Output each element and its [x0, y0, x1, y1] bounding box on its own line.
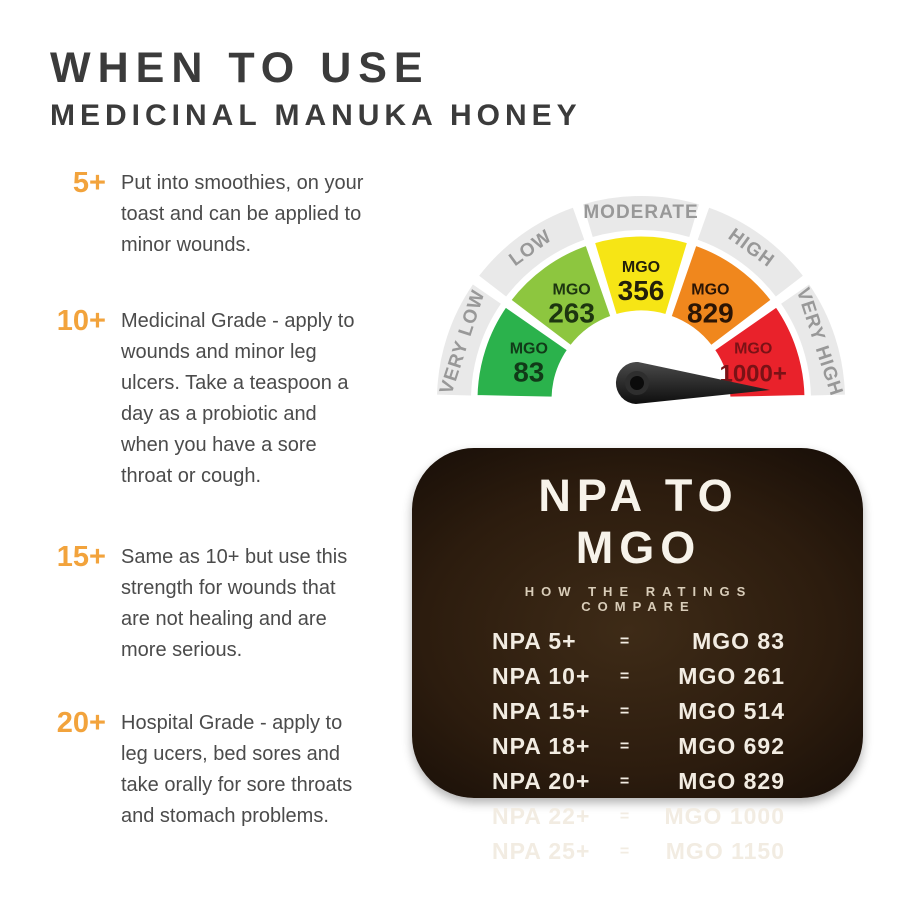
npa-conversion-table: NPA 5+ = MGO 83 NPA 10+ = MGO 261 NPA 15… [492, 624, 785, 869]
npa-value: NPA 10+ [492, 663, 591, 689]
mgo-value: MGO 514 [678, 698, 785, 724]
rating-description: Put into smoothies, on your toast and ca… [121, 172, 364, 256]
table-row: NPA 15+ = MGO 514 [492, 694, 785, 729]
table-row: NPA 18+ = MGO 692 [492, 729, 785, 764]
rating-badge: 15+ [56, 541, 106, 573]
npa-to-mgo-panel: NPA TO MGO HOW THE RATINGS COMPARE NPA 5… [412, 448, 863, 864]
equals-sign: = [619, 632, 631, 650]
gauge-segment-low [507, 242, 614, 349]
gauge-mgo-label-very-low: MGO [510, 341, 548, 358]
mgo-value: MGO 261 [678, 663, 785, 689]
mgo-value: MGO 829 [678, 768, 785, 794]
npa-value: NPA 22+ [492, 803, 591, 829]
mgo-value: MGO 83 [692, 628, 785, 654]
npa-value: NPA 18+ [492, 733, 591, 759]
page-title: WHEN TO USE [50, 44, 430, 92]
mgo-value: MGO 1000 [664, 803, 785, 829]
mgo-value: MGO 1150 [665, 838, 785, 864]
npa-panel-title: NPA TO MGO [538, 470, 739, 573]
gauge-ring-very-low [437, 284, 501, 396]
gauge-ring-moderate [583, 195, 699, 237]
mgo-value: MGO 692 [678, 733, 785, 759]
rating-description: Hospital Grade - apply to leg ucers, bed… [121, 712, 353, 827]
rating-badge: 10+ [56, 305, 106, 337]
table-row: NPA 10+ = MGO 261 [492, 659, 785, 694]
gauge-band-label-moderate: MODERATE [583, 202, 698, 223]
page-header: WHEN TO USE MEDICINAL MANUKA HONEY [50, 44, 582, 133]
gauge-mgo-value-very-low: 83 [513, 357, 544, 388]
equals-sign: = [619, 772, 631, 790]
gauge-mgo-value-high: 829 [687, 298, 734, 329]
gauge-segment-very-high [711, 303, 808, 400]
gauge-ring-very-high [781, 284, 845, 396]
equals-sign: = [619, 807, 631, 825]
mgo-gauge-svg: VERY LOW MGO83LOWMGO263MODERATEMGO356HIGH… [436, 195, 847, 404]
table-row: NPA 20+ = MGO 829 [492, 764, 785, 799]
table-row: NPA 22+ = MGO 1000 [492, 799, 785, 834]
usage-item-15plus: 15+ Same as 10+ but use this strength fo… [36, 542, 401, 666]
equals-sign: = [619, 842, 631, 860]
usage-item-10plus: 10+ Medicinal Grade - apply to wounds an… [36, 306, 401, 492]
table-row: NPA 25+ = MGO 1150 [492, 834, 785, 869]
npa-panel-subtitle: HOW THE RATINGS COMPARE [524, 584, 753, 614]
gauge-mgo-label-moderate: MGO [622, 259, 660, 276]
rating-badge: 5+ [72, 167, 106, 199]
page-subtitle: MEDICINAL MANUKA HONEY [50, 99, 582, 132]
gauge-mgo-label-low: MGO [552, 282, 590, 299]
npa-value: NPA 25+ [492, 838, 591, 864]
rating-badge: 20+ [56, 707, 106, 739]
npa-value: NPA 15+ [492, 698, 591, 724]
gauge-mgo-value-moderate: 356 [618, 275, 665, 306]
npa-value: NPA 20+ [492, 768, 591, 794]
gauge-segment-moderate [591, 233, 691, 318]
equals-sign: = [619, 702, 631, 720]
gauge-segment-high [668, 242, 775, 349]
gauge-mgo-value-low: 263 [548, 298, 595, 329]
gauge-needle [615, 361, 770, 404]
npa-value: NPA 5+ [492, 628, 577, 654]
gauge-segment-very-low [474, 303, 571, 400]
mgo-gauge: VERY LOW MGO 83 LOW MGO 263 MODERATE MGO 356 HIGH… [420, 182, 890, 434]
rating-description: Same as 10+ but use this strength for wo… [121, 546, 348, 661]
gauge-mgo-label-very-high: MGO [734, 341, 772, 358]
gauge-ring-low [479, 207, 585, 297]
gauge-mgo-label-high: MGO [691, 282, 729, 299]
rating-description: Medicinal Grade - apply to wounds and mi… [121, 310, 355, 487]
gauge-ring-high [697, 207, 803, 297]
equals-sign: = [619, 737, 631, 755]
equals-sign: = [619, 667, 631, 685]
table-row: NPA 5+ = MGO 83 [492, 624, 785, 659]
usage-item-20plus: 20+ Hospital Grade - apply to leg ucers,… [36, 708, 401, 832]
usage-item-5plus: 5+ Put into smoothies, on your toast and… [36, 168, 401, 261]
